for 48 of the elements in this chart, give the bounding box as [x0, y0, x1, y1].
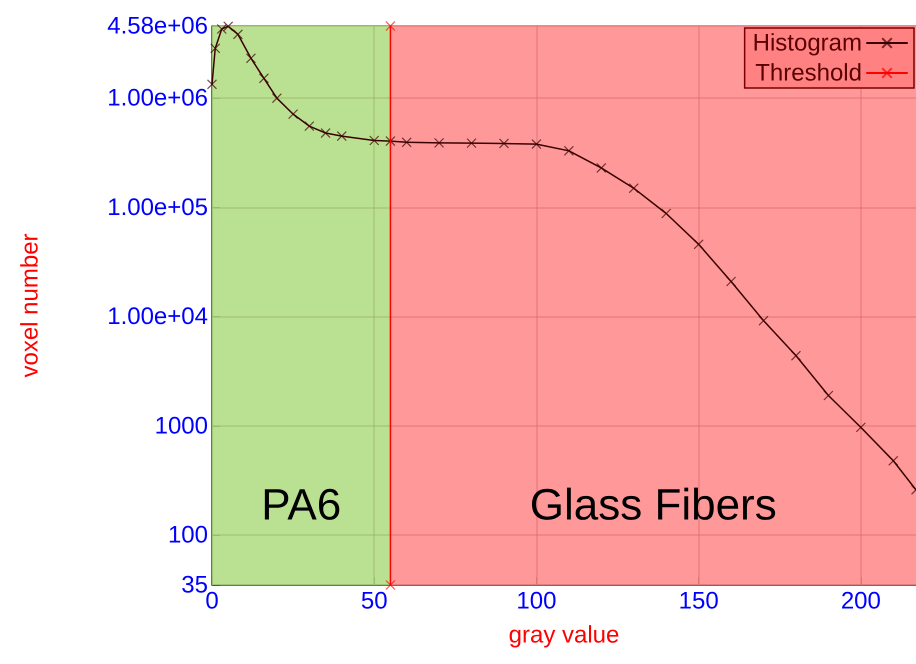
- legend-label: Histogram: [752, 30, 862, 56]
- x-axis-title: gray value: [508, 622, 620, 648]
- point: [790, 350, 802, 361]
- point: [661, 208, 672, 219]
- y-axis-title: voxel number: [16, 233, 44, 378]
- x-tick-label: 50: [360, 588, 388, 614]
- point: [246, 53, 256, 64]
- point: [369, 135, 380, 146]
- point: [288, 109, 298, 120]
- y-tick-label: 1.00e+06: [107, 84, 208, 112]
- point: [216, 24, 227, 34]
- point: [232, 29, 244, 40]
- point: [628, 183, 639, 194]
- point: [888, 456, 898, 466]
- point: [564, 146, 574, 156]
- x-tick-label: 150: [678, 588, 719, 614]
- point: [531, 139, 542, 150]
- point: [726, 276, 736, 287]
- point: [272, 93, 282, 104]
- point: [694, 239, 704, 250]
- point: [336, 130, 347, 142]
- point: [210, 43, 220, 54]
- point: [385, 20, 396, 32]
- point: [596, 162, 606, 174]
- point: [402, 137, 412, 148]
- point: [823, 390, 834, 401]
- point: [385, 580, 396, 590]
- y-tick-label: 1.00e+04: [107, 303, 208, 330]
- y-tick-label: 4.58e+06: [107, 12, 208, 40]
- y-tick-label: 1000: [154, 412, 208, 440]
- x-tick-label: 100: [516, 588, 556, 614]
- legend-label: Threshold: [755, 60, 862, 86]
- point: [466, 138, 477, 148]
- point: [434, 138, 444, 148]
- point: [304, 121, 314, 132]
- point: [498, 138, 510, 149]
- point: [758, 316, 769, 326]
- x-tick-label: 200: [840, 588, 881, 614]
- band-label: PA6: [261, 480, 342, 530]
- point: [385, 136, 396, 146]
- band-label: Glass Fibers: [530, 480, 777, 530]
- y-tick-label: 100: [168, 522, 208, 549]
- point: [856, 422, 866, 432]
- point: [223, 21, 234, 32]
- point: [320, 128, 331, 138]
- point: [206, 79, 218, 90]
- y-tick-label: 1.00e+05: [107, 194, 208, 221]
- point: [258, 73, 270, 84]
